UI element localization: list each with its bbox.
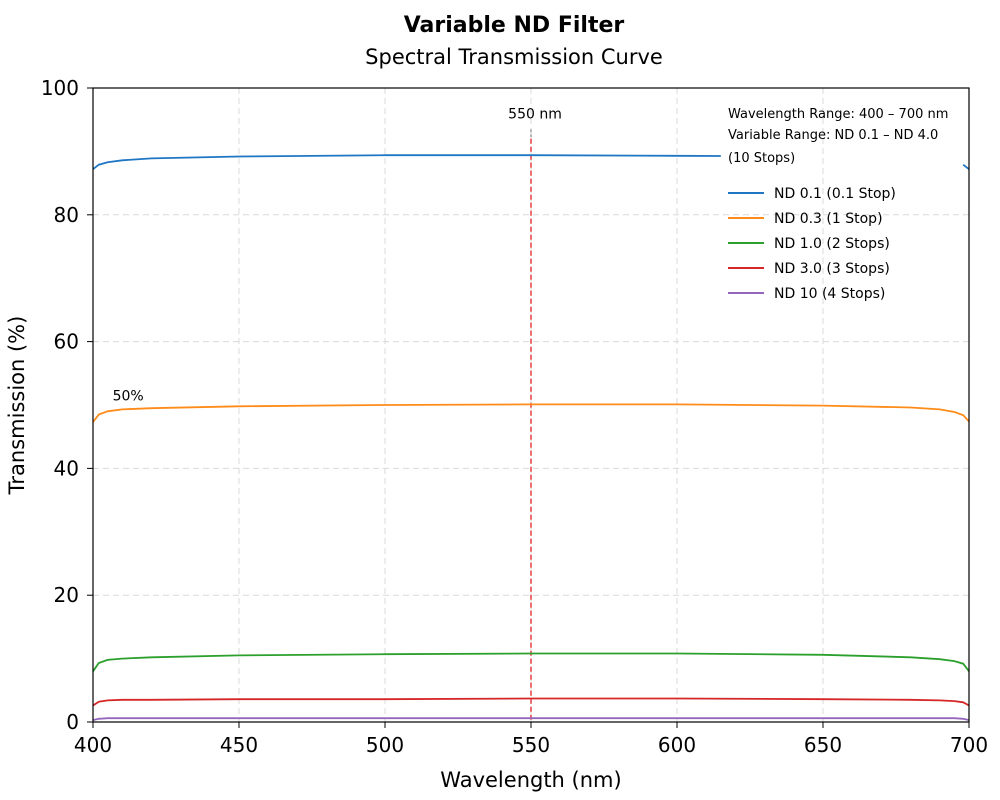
x-axis-label: Wavelength (nm) [440, 768, 621, 792]
legend-entry: ND 10 (4 Stops) [774, 286, 885, 302]
axis-ticks: 400 450 500 550 600 650 700 0 20 40 60 80 100 [41, 76, 988, 757]
info-line-range: Wavelength Range: 400 – 700 nm [728, 107, 948, 122]
x-tick-label: 450 [220, 733, 258, 757]
y-tick-label: 60 [54, 330, 79, 354]
series-line-0 [962, 163, 970, 170]
chart-subtitle: Spectral Transmission Curve [365, 45, 663, 69]
legend-entry: ND 1.0 (2 Stops) [774, 236, 890, 252]
y-tick-label: 40 [54, 456, 79, 480]
annotation-label: 50% [113, 388, 144, 404]
legend-entry: ND 3.0 (3 Stops) [774, 261, 890, 277]
x-tick-label: 650 [804, 733, 842, 757]
y-tick-label: 80 [54, 203, 79, 227]
info-line-stops: (10 Stops) [728, 151, 795, 166]
legend-entry: ND 0.3 (1 Stop) [774, 211, 883, 227]
legend-entry: ND 0.1 (0.1 Stop) [774, 186, 896, 202]
legend: ND 0.1 (0.1 Stop) ND 0.3 (1 Stop) ND 1.0 (… [728, 186, 896, 302]
series-line-3 [92, 697, 970, 707]
reference-line-group: 550 nm [508, 106, 562, 722]
x-tick-label: 550 [512, 733, 550, 757]
series-line-0 [92, 154, 721, 170]
series-line-2 [92, 652, 970, 672]
grid-lines [93, 88, 969, 722]
info-line-variable: Variable Range: ND 0.1 – ND 4.0 [728, 128, 938, 143]
x-tick-label: 500 [366, 733, 404, 757]
chart-title: Variable ND Filter [404, 13, 625, 38]
y-axis-label: Transmission (%) [5, 316, 29, 496]
x-tick-label: 700 [950, 733, 988, 757]
series-line-1 [92, 403, 970, 423]
series-lines [92, 154, 970, 721]
y-tick-label: 20 [54, 583, 79, 607]
x-tick-label: 400 [74, 733, 112, 757]
series-line-4 [92, 717, 970, 721]
annotations: 50% [113, 388, 144, 404]
reference-line-label: 550 nm [508, 106, 562, 122]
x-tick-label: 600 [658, 733, 696, 757]
y-tick-label: 100 [41, 76, 79, 100]
y-tick-label: 0 [66, 710, 79, 734]
info-box: Wavelength Range: 400 – 700 nm Variable … [728, 107, 948, 166]
